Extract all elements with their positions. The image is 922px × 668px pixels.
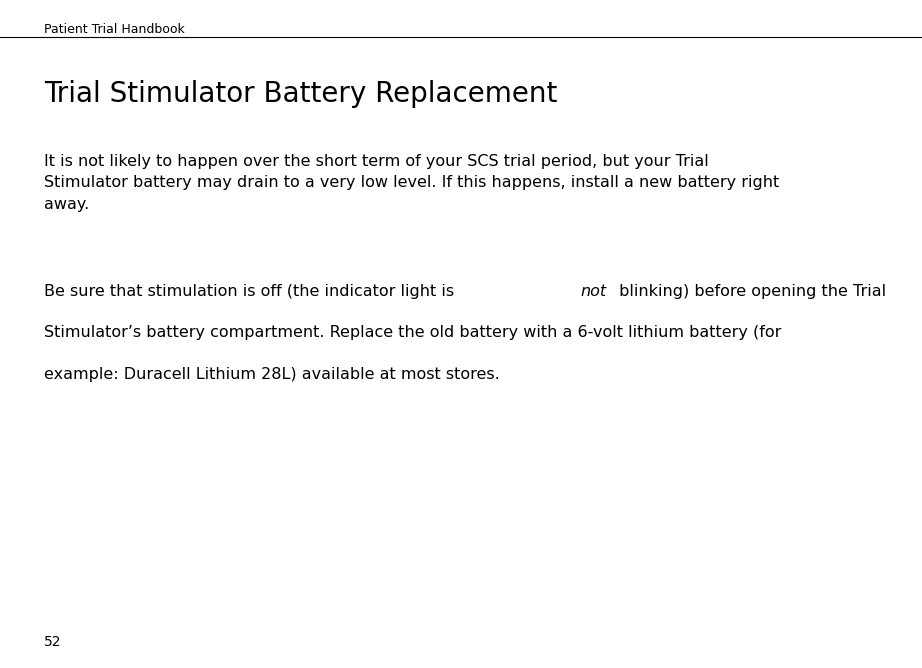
Text: It is not likely to happen over the short term of your SCS trial period, but you: It is not likely to happen over the shor…	[44, 154, 779, 212]
Text: blinking) before opening the Trial: blinking) before opening the Trial	[614, 284, 886, 299]
Text: not: not	[580, 284, 606, 299]
Text: Stimulator’s battery compartment. Replace the old battery with a 6-volt lithium : Stimulator’s battery compartment. Replac…	[44, 325, 782, 340]
Text: example: Duracell Lithium 28L) available at most stores.: example: Duracell Lithium 28L) available…	[44, 367, 500, 381]
Text: Trial Stimulator Battery Replacement: Trial Stimulator Battery Replacement	[44, 80, 558, 108]
Text: Be sure that stimulation is off (the indicator light is: Be sure that stimulation is off (the ind…	[44, 284, 459, 299]
Text: 52: 52	[44, 635, 62, 649]
Text: Patient Trial Handbook: Patient Trial Handbook	[44, 23, 185, 36]
